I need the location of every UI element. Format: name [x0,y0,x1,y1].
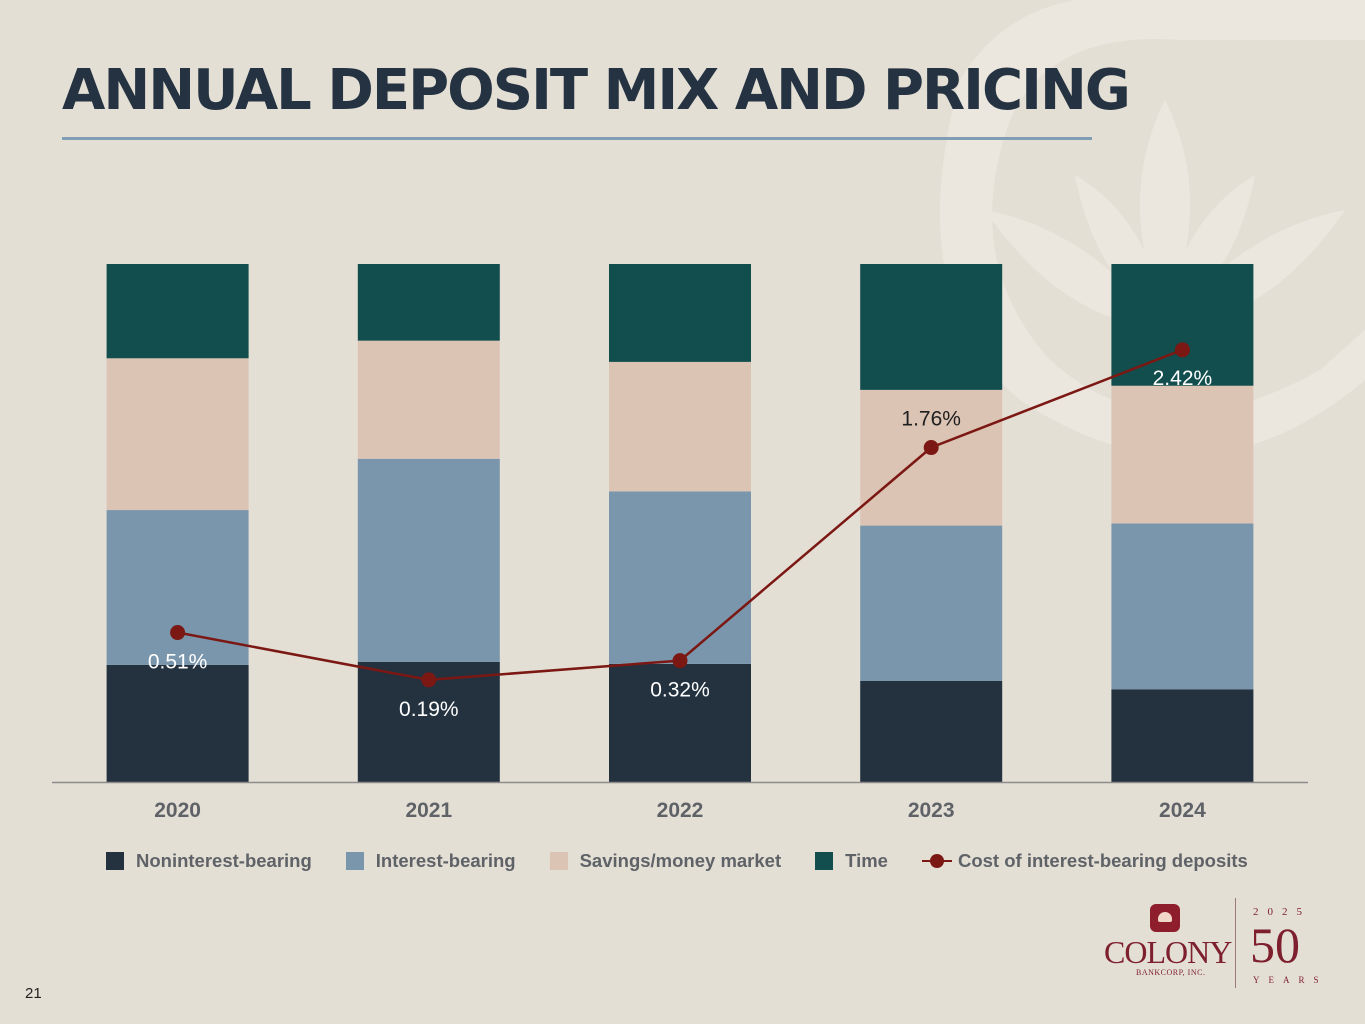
bar-2021-time [357,264,500,341]
x-tick-label-2022: 2022 [657,799,704,822]
legend-swatch-time [815,852,834,870]
bar-2024-time [1111,264,1254,386]
legend-swatch-interest [345,852,364,870]
legend-item-cost: Cost of interest-bearing deposits [921,850,1248,872]
cost-point-2023 [923,440,939,456]
legend-label-savings: Savings/money market [579,850,782,871]
logo-years-word: YEARS [1253,975,1328,985]
bar-2022-noninterest-bearing [609,663,751,782]
title-underline [62,137,1092,140]
logo-company-subtitle: BANKCORP, INC. [1136,968,1206,977]
legend-item-time: Time [815,850,888,872]
bar-2022-interest-bearing [609,491,751,664]
logo-divider [1235,898,1236,988]
cost-data-label-2020: 0.51% [148,651,208,674]
legend-swatch-noninterest [106,852,124,870]
logo-company-name: COLONY [1104,934,1232,970]
cost-point-2022 [672,653,688,669]
x-tick-label-2024: 2024 [1159,799,1206,822]
cost-data-label-2023: 1.76% [901,408,961,431]
cost-point-2024 [1174,342,1190,358]
cost-data-label-2022: 0.32% [650,679,710,702]
bar-2021-interest-bearing [357,458,500,662]
bar-2021-savings-money-market [357,340,500,459]
bar-2023-noninterest-bearing [860,680,1003,782]
bar-2024-savings-money-market [1111,385,1254,524]
legend-label-cost: Cost of interest-bearing deposits [957,850,1248,871]
bar-2020-savings-money-market [106,358,249,511]
page-number: 21 [25,985,42,1002]
bar-2020-time [106,264,249,359]
bar-2020-noninterest-bearing [106,664,249,782]
bar-2023-savings-money-market [860,389,1003,526]
legend-line-marker-icon [921,852,956,870]
x-tick-label-2021: 2021 [405,799,452,822]
cost-point-2020 [170,625,186,641]
logo-anniversary-number: 50 [1250,917,1300,973]
x-tick-label-2023: 2023 [908,799,955,822]
legend-item-interest: Interest-bearing [345,850,516,872]
chart-legend: Noninterest-bearing Interest-bearing Sav… [106,850,1248,872]
colony-50-years-logo: COLONY BANKCORP, INC. 2025 50 YEARS [1100,898,1330,990]
legend-label-interest: Interest-bearing [375,850,516,871]
page-title: ANNUAL DEPOSIT MIX AND PRICING [62,58,1131,123]
bar-2022-time [609,264,751,362]
bar-2023-interest-bearing [860,525,1003,681]
legend-item-savings: Savings/money market [549,850,782,872]
x-tick-label-2020: 2020 [154,799,201,822]
cost-point-2021 [421,672,437,688]
bar-2022-savings-money-market [609,361,751,492]
colony-lotus-logo-icon [1150,904,1180,932]
logo-anniversary-year: 2025 [1253,906,1311,918]
cost-data-label-2021: 0.19% [399,698,459,721]
legend-swatch-savings [549,852,568,870]
bar-2024-interest-bearing [1111,523,1254,690]
cost-data-label-2024: 2.42% [1153,367,1213,390]
bar-2023-time [860,264,1003,390]
bar-2024-noninterest-bearing [1111,689,1254,782]
legend-label-noninterest: Noninterest-bearing [136,850,312,871]
lotus-watermark-icon [940,0,1365,456]
legend-label-time: Time [845,850,888,871]
legend-item-noninterest: Noninterest-bearing [106,850,312,872]
